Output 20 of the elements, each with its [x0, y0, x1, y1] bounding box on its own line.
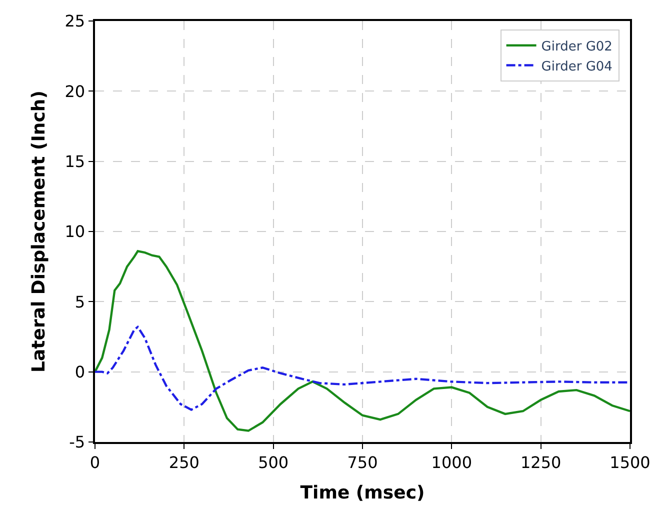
line-series: [95, 326, 630, 411]
y-tick-label: 10: [64, 222, 86, 242]
y-tick-label: -5: [69, 432, 86, 452]
line-series: [95, 250, 630, 432]
x-tick-label: 750: [347, 452, 378, 472]
x-tick-label: 1250: [520, 452, 562, 472]
x-tick-label: 1500: [610, 452, 650, 472]
y-axis-title: Lateral Displacement (Inch): [28, 90, 50, 372]
legend-label: Girder G04: [541, 59, 612, 74]
x-tick-label: 1000: [431, 452, 472, 472]
y-tick-label: 25: [64, 12, 86, 31]
y-tick-label: 5: [74, 292, 86, 312]
x-tick-label: 250: [168, 452, 200, 472]
y-tick-label: 20: [64, 82, 86, 101]
y-tick-label: 15: [64, 152, 86, 171]
x-tick-label: 0: [90, 452, 100, 472]
x-axis-title: Time (msec): [300, 482, 425, 504]
y-tick-label: 0: [74, 362, 86, 382]
legend-label: Girder G02: [541, 39, 612, 54]
x-tick-label: 500: [258, 452, 289, 472]
